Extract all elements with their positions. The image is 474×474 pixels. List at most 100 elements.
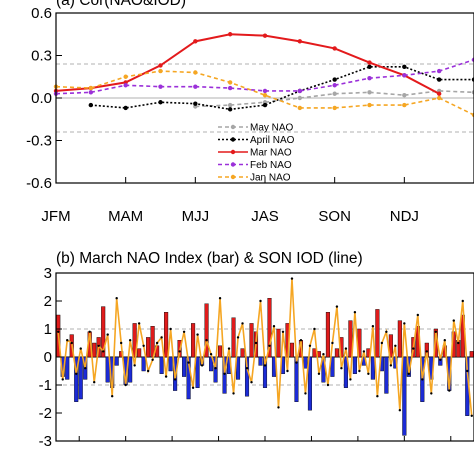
data-point — [297, 105, 303, 111]
bar — [92, 342, 97, 358]
x-tick-label: SON — [318, 208, 351, 225]
data-point — [158, 68, 163, 74]
iod-point — [160, 336, 163, 339]
data-point — [88, 90, 94, 95]
data-point — [332, 91, 337, 96]
panel-b-title: (b) March NAO Index (bar) & SON IOD (lin… — [56, 250, 363, 267]
data-point — [262, 88, 268, 94]
iod-point — [371, 325, 375, 328]
bar — [397, 320, 402, 358]
data-point — [367, 75, 372, 81]
bar — [307, 356, 312, 411]
bar — [240, 348, 245, 358]
series-jan-nao — [53, 68, 474, 118]
data-point — [436, 77, 442, 82]
bar — [244, 356, 250, 397]
y-tick-label: 0 — [44, 349, 52, 366]
panel-a-series — [53, 32, 474, 118]
data-point — [297, 39, 303, 44]
bar — [78, 356, 83, 400]
bar — [352, 356, 357, 374]
data-point — [193, 101, 198, 106]
y-tick-label: -0.6 — [26, 175, 52, 192]
iod-point — [200, 364, 204, 367]
y-tick-label: -1 — [39, 377, 52, 394]
iod-point — [268, 344, 271, 347]
data-point — [227, 85, 233, 91]
iod-point — [209, 353, 213, 356]
iod-point — [443, 339, 446, 342]
data-point — [367, 64, 372, 70]
bar — [258, 356, 263, 366]
y-tick-label: 3 — [44, 265, 52, 282]
iod-point — [70, 341, 73, 345]
iod-point — [340, 367, 343, 370]
bar — [402, 356, 407, 436]
bar — [141, 356, 146, 372]
data-point — [436, 91, 442, 96]
y-tick-label: 0.0 — [31, 90, 52, 107]
x-tick-label: MJJ — [182, 208, 210, 225]
iod-point — [457, 341, 460, 345]
iod-point — [227, 347, 231, 350]
panel-b-nao-iod-chart: (b) March NAO Index (bar) & SON IOD (lin… — [39, 250, 474, 450]
series-line — [195, 90, 474, 108]
panel-a-x-ticks: JFM MAM MJJ JAS SON NDJ — [41, 177, 419, 225]
iod-point — [367, 372, 370, 375]
legend-label: Mar NAO — [250, 148, 292, 159]
data-point — [262, 102, 268, 108]
iod-point — [57, 330, 60, 333]
series-feb-nao — [53, 57, 474, 96]
bar — [74, 356, 79, 402]
data-point — [88, 102, 94, 108]
iod-point — [101, 350, 105, 353]
iod-point — [155, 341, 159, 345]
data-point — [332, 105, 337, 111]
iod-point — [452, 319, 455, 322]
bar — [276, 328, 281, 358]
iod-point — [430, 392, 433, 395]
bar — [469, 351, 474, 358]
bar — [182, 356, 187, 377]
data-point — [88, 85, 94, 91]
data-point — [123, 74, 128, 79]
iod-point — [389, 364, 393, 367]
bar — [222, 356, 227, 394]
iod-point — [385, 330, 388, 333]
bar — [168, 356, 173, 372]
x-tick-label: JFM — [41, 208, 70, 225]
iod-point — [299, 339, 303, 342]
legend-label: Feb NAO — [250, 160, 292, 171]
iod-point — [164, 375, 168, 378]
bar — [204, 303, 209, 358]
bar — [375, 309, 380, 358]
iod-point — [335, 305, 339, 308]
bar — [137, 348, 142, 358]
iod-point — [245, 367, 249, 370]
data-point — [402, 102, 407, 108]
iod-point — [232, 392, 235, 395]
y-tick-label: 2 — [44, 293, 52, 310]
iod-point — [133, 364, 136, 367]
legend-label: May NAO — [250, 123, 294, 134]
data-point — [402, 92, 407, 98]
data-point — [262, 92, 268, 98]
bar — [384, 356, 389, 394]
data-point — [367, 90, 372, 95]
iod-point — [286, 369, 289, 373]
bar — [348, 320, 353, 358]
panel-a-grid — [56, 63, 474, 133]
iod-point — [97, 344, 100, 347]
iod-point — [331, 341, 334, 345]
data-point — [367, 60, 372, 65]
bar — [231, 317, 236, 358]
iod-point — [236, 336, 240, 339]
bar — [218, 345, 223, 358]
data-point — [262, 33, 268, 38]
panel-b-iod-line — [57, 277, 473, 417]
iod-point — [416, 313, 420, 317]
y-tick-label: 1 — [44, 321, 52, 338]
legend-marker — [230, 174, 236, 180]
iod-point — [380, 341, 384, 345]
data-point — [332, 83, 337, 88]
